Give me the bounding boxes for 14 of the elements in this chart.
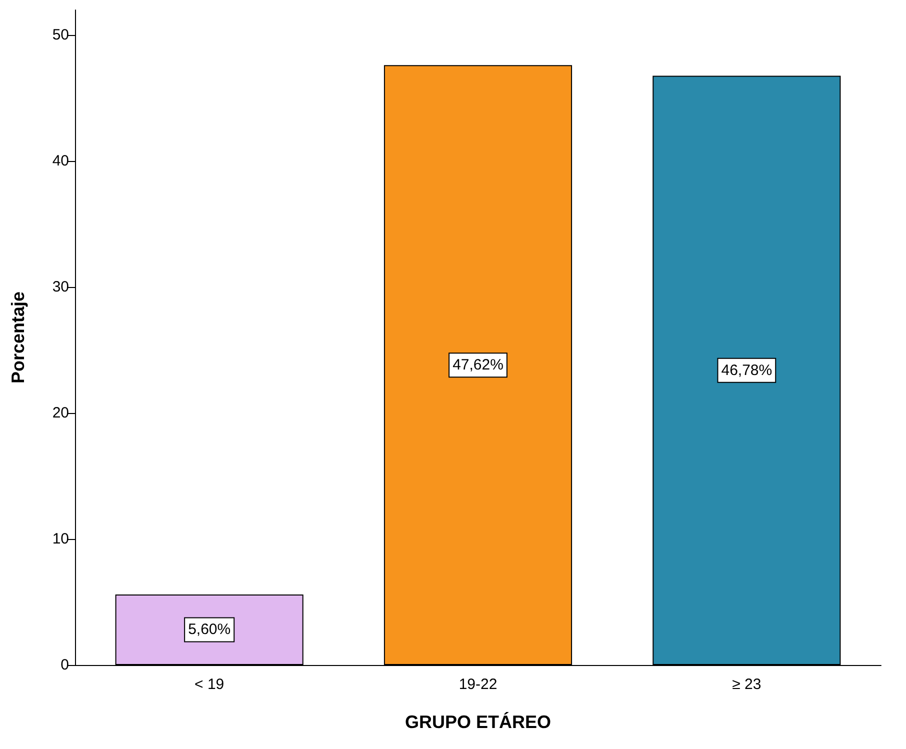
x-axis-title: GRUPO ETÁREO (404, 712, 552, 732)
y-tick-label: 10 (52, 530, 69, 548)
y-tick-label: 30 (52, 278, 69, 296)
x-tick-label: < 19 (194, 676, 224, 693)
data-label: 46,78% (721, 362, 772, 379)
y-tick-label: 20 (52, 404, 69, 422)
y-tick-label: 40 (52, 152, 69, 170)
y-tick-label: 50 (52, 26, 69, 44)
x-tick-label: 19-22 (458, 676, 498, 693)
data-label: 47,62% (452, 356, 504, 374)
y-axis-title: Porcentaje (8, 291, 28, 384)
x-tick-label: ≥ 23 (732, 676, 762, 693)
data-label: 5,60% (188, 621, 231, 638)
y-tick-label: 0 (60, 656, 69, 674)
